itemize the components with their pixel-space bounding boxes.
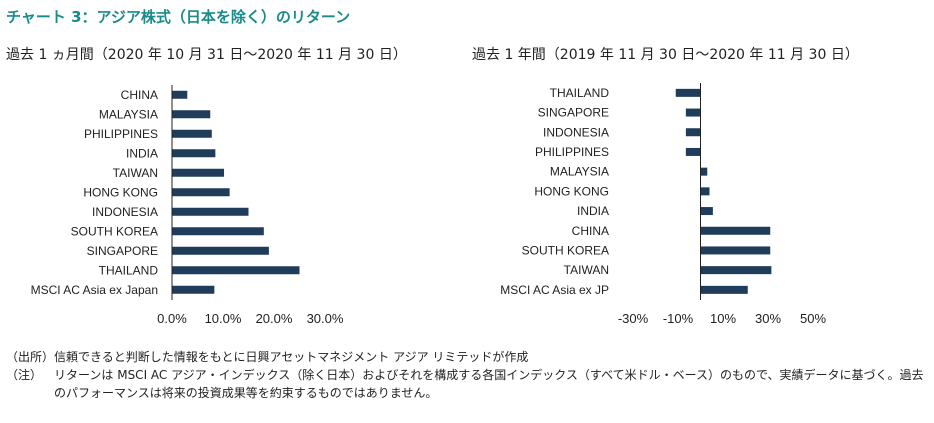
chart-title: チャート 3：アジア株式（日本を除く）のリターン bbox=[6, 8, 351, 26]
bar bbox=[172, 110, 211, 119]
bar bbox=[700, 226, 771, 235]
category-label: TAIWAN bbox=[113, 166, 158, 180]
category-label: PHILIPPINES bbox=[84, 127, 158, 141]
disclaimer-label: （注） bbox=[6, 368, 43, 382]
disclaimer-note: （注） リターンは MSCI AC アジア・インデックス（除く日本）およびそれを… bbox=[6, 366, 924, 402]
category-label: SOUTH KOREA bbox=[522, 243, 609, 257]
bar bbox=[172, 129, 212, 138]
bar bbox=[700, 187, 710, 196]
bar bbox=[700, 167, 708, 176]
tick-label: 50% bbox=[800, 311, 826, 326]
bar bbox=[172, 266, 300, 275]
bar bbox=[172, 207, 249, 216]
category-label: INDONESIA bbox=[92, 205, 158, 219]
bar bbox=[172, 227, 264, 236]
bar bbox=[700, 285, 748, 294]
category-label: SINGAPORE bbox=[87, 244, 158, 258]
chart-2: THAILAND SINGAPORE INDONESIA PHILIPPINES MAL… bbox=[500, 83, 826, 326]
tick-label: -10% bbox=[663, 311, 694, 326]
bar bbox=[172, 168, 225, 177]
bar bbox=[700, 266, 772, 275]
tick-label: 10.0% bbox=[205, 311, 242, 326]
category-label: THAILAND bbox=[550, 86, 610, 100]
category-label: PHILIPPINES bbox=[535, 145, 609, 159]
source-text: 信頼できると判断した情報をもとに日興アセットマネジメント アジア リミテッドが作… bbox=[54, 350, 529, 364]
category-label: INDIA bbox=[126, 146, 158, 160]
bar bbox=[172, 246, 269, 255]
bar bbox=[675, 88, 701, 97]
category-label: HONG KONG bbox=[534, 184, 609, 198]
category-label: MALAYSIA bbox=[550, 165, 609, 179]
category-label: INDONESIA bbox=[543, 125, 609, 139]
bar bbox=[685, 128, 701, 137]
category-label: CHINA bbox=[121, 88, 158, 102]
bar bbox=[172, 149, 216, 158]
bar bbox=[172, 285, 215, 294]
category-label: INDIA bbox=[577, 204, 609, 218]
source-note: （出所） 信頼できると判断した情報をもとに日興アセットマネジメント アジア リミ… bbox=[6, 348, 924, 366]
chart-2-subtitle: 過去 1 年間（2019 年 11 月 30 日～2020 年 11 月 30 … bbox=[472, 47, 859, 63]
bar bbox=[685, 108, 701, 117]
category-label: MSCI AC Asia ex JP bbox=[500, 283, 609, 297]
chart-1: CHINA MALAYSIA PHILIPPINES INDIA TAIWAN HONG … bbox=[31, 85, 344, 326]
category-label: THAILAND bbox=[99, 263, 159, 277]
tick-label: 30% bbox=[755, 311, 781, 326]
bar bbox=[685, 147, 701, 156]
bar bbox=[700, 207, 713, 216]
tick-label: 20.0% bbox=[256, 311, 293, 326]
category-label: CHINA bbox=[572, 224, 609, 238]
chart-1-subtitle: 過去 1 ヵ月間（2020 年 10 月 31 日～2020 年 11 月 30… bbox=[6, 47, 407, 63]
source-label: （出所） bbox=[6, 350, 55, 364]
tick-label: 0.0% bbox=[157, 311, 187, 326]
disclaimer-text: リターンは MSCI AC アジア・インデックス（除く日本）およびそれを構成する… bbox=[54, 368, 924, 400]
bar bbox=[700, 246, 771, 255]
bar bbox=[172, 188, 230, 197]
category-label: HONG KONG bbox=[83, 185, 158, 199]
category-label: TAIWAN bbox=[564, 263, 609, 277]
bar bbox=[172, 90, 188, 99]
category-label: MALAYSIA bbox=[99, 107, 158, 121]
category-label: MSCI AC Asia ex Japan bbox=[31, 283, 158, 297]
tick-label: -30% bbox=[618, 311, 649, 326]
category-label: SINGAPORE bbox=[538, 106, 609, 120]
tick-label: 10% bbox=[710, 311, 736, 326]
category-label: SOUTH KOREA bbox=[71, 224, 158, 238]
tick-label: 30.0% bbox=[307, 311, 344, 326]
footnotes: （出所） 信頼できると判断した情報をもとに日興アセットマネジメント アジア リミ… bbox=[6, 348, 924, 402]
